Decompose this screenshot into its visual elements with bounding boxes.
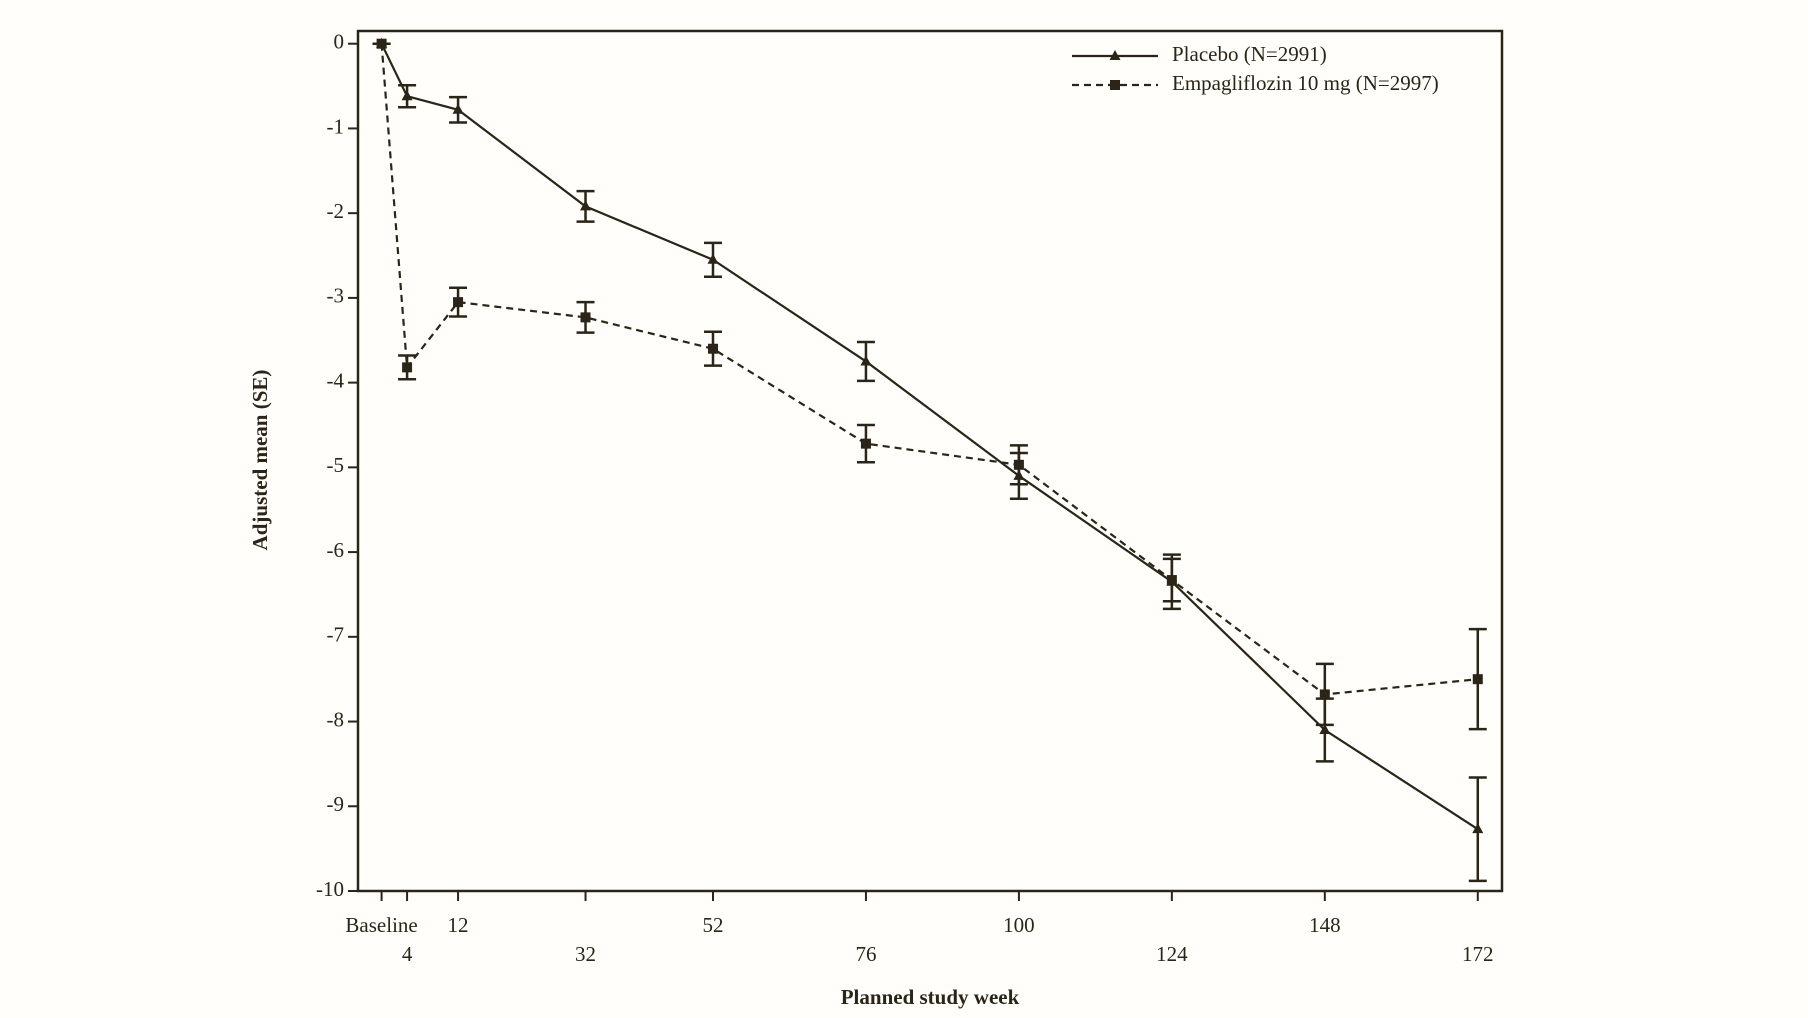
- y-tick-label: -4: [327, 368, 345, 392]
- legend-label: Empagliflozin 10 mg (N=2997): [1172, 71, 1439, 95]
- x-tick-label: 124: [1156, 942, 1188, 966]
- y-tick-label: -9: [327, 792, 345, 816]
- marker: [860, 355, 872, 366]
- marker: [452, 103, 464, 114]
- x-tick-label: 4: [402, 942, 413, 966]
- marker: [1013, 459, 1024, 470]
- y-tick-label: -2: [327, 199, 345, 223]
- legend-label: Placebo (N=2991): [1172, 42, 1327, 66]
- marker: [580, 312, 591, 323]
- x-tick-label: 100: [1003, 913, 1035, 937]
- series-line: [380, 43, 1479, 831]
- x-tick-label: 52: [702, 913, 723, 937]
- marker: [1472, 823, 1484, 834]
- y-tick-label: -7: [327, 623, 345, 647]
- y-tick-label: -5: [327, 453, 345, 477]
- y-tick-label: -8: [327, 707, 345, 731]
- marker: [1319, 724, 1331, 735]
- y-tick-label: 0: [334, 30, 345, 54]
- marker: [707, 343, 718, 354]
- y-tick-label: -10: [316, 877, 344, 901]
- x-tick-label: 32: [575, 942, 596, 966]
- marker: [401, 90, 413, 101]
- marker: [453, 297, 464, 308]
- y-axis-label: Adjusted mean (SE): [248, 370, 272, 551]
- x-tick-label: 12: [448, 913, 469, 937]
- marker: [707, 253, 719, 264]
- x-tick-label: 76: [855, 942, 876, 966]
- x-tick-label: 148: [1309, 913, 1341, 937]
- x-tick-label: 172: [1462, 942, 1494, 966]
- y-tick-label: -1: [327, 114, 345, 138]
- marker: [376, 38, 387, 49]
- legend-marker: [1110, 80, 1120, 90]
- y-tick-label: -3: [327, 284, 345, 308]
- plot-frame: [356, 29, 1504, 893]
- marker: [580, 200, 592, 211]
- marker: [1472, 674, 1483, 685]
- marker: [1166, 575, 1177, 586]
- y-tick-label: -6: [327, 538, 345, 562]
- marker: [1319, 689, 1330, 700]
- series-line: [380, 43, 1478, 696]
- x-axis-label: Planned study week: [841, 985, 1020, 1009]
- marker: [860, 438, 871, 449]
- x-tick-label: Baseline: [345, 913, 417, 937]
- legend-marker: [1109, 50, 1121, 60]
- marker: [402, 362, 413, 373]
